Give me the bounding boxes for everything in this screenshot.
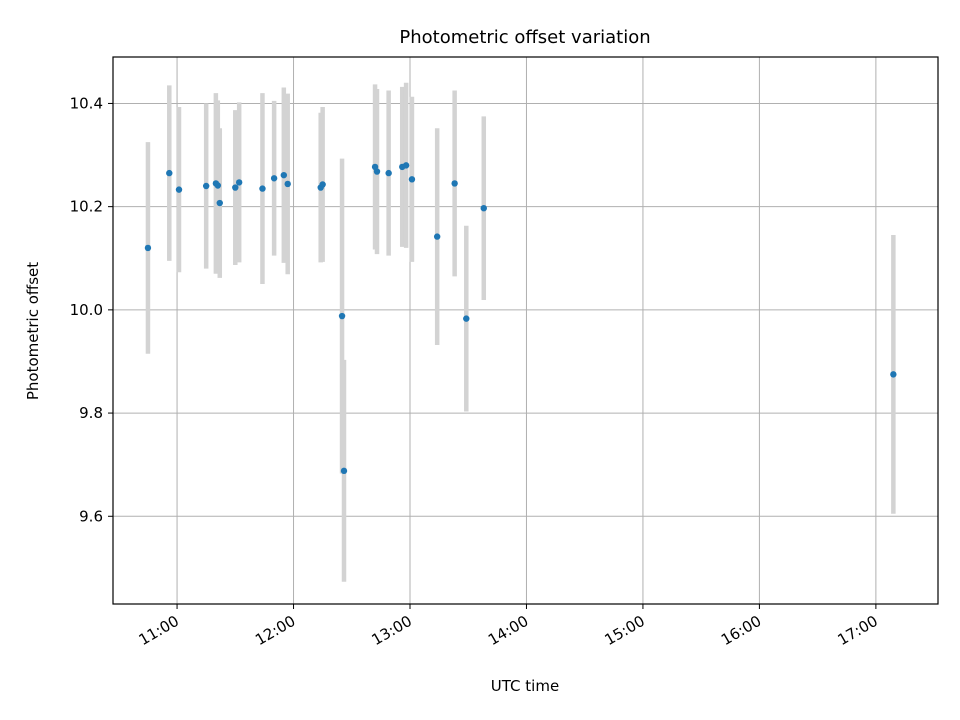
y-tick-label: 10.4 — [70, 94, 103, 112]
data-point — [319, 181, 326, 188]
plot-area-frame — [112, 56, 939, 605]
data-point — [385, 169, 392, 177]
data-point — [284, 180, 291, 188]
data-point — [340, 467, 348, 475]
data-point — [890, 371, 897, 378]
data-point — [235, 179, 243, 186]
data-point — [433, 233, 441, 240]
data-point — [373, 168, 381, 175]
y-tick-label: 10.0 — [70, 301, 103, 319]
y-axis-ticks: 9.6 9.8 10.0 10.2 10.4 — [70, 94, 113, 525]
data-point — [214, 182, 222, 189]
data-point — [270, 175, 278, 182]
y-axis-title: Photometric offset — [24, 262, 42, 400]
y-tick-label: 9.6 — [79, 507, 103, 525]
data-point — [259, 185, 266, 192]
y-tick-label: 9.8 — [79, 404, 103, 422]
data-point — [451, 180, 458, 187]
data-point — [463, 315, 470, 322]
data-point — [202, 182, 210, 190]
data-point — [402, 162, 410, 169]
data-point — [166, 169, 173, 177]
data-point — [280, 171, 288, 179]
chart-title: Photometric offset variation — [399, 27, 650, 48]
data-point — [232, 184, 239, 191]
data-point — [408, 176, 416, 183]
data-points — [144, 162, 897, 475]
y-tick-label: 10.2 — [70, 198, 103, 216]
data-point — [338, 312, 346, 320]
data-point — [144, 244, 152, 252]
data-point — [216, 199, 223, 207]
data-point — [175, 186, 183, 193]
x-axis-title: UTC time — [491, 677, 559, 695]
data-point — [480, 204, 487, 212]
